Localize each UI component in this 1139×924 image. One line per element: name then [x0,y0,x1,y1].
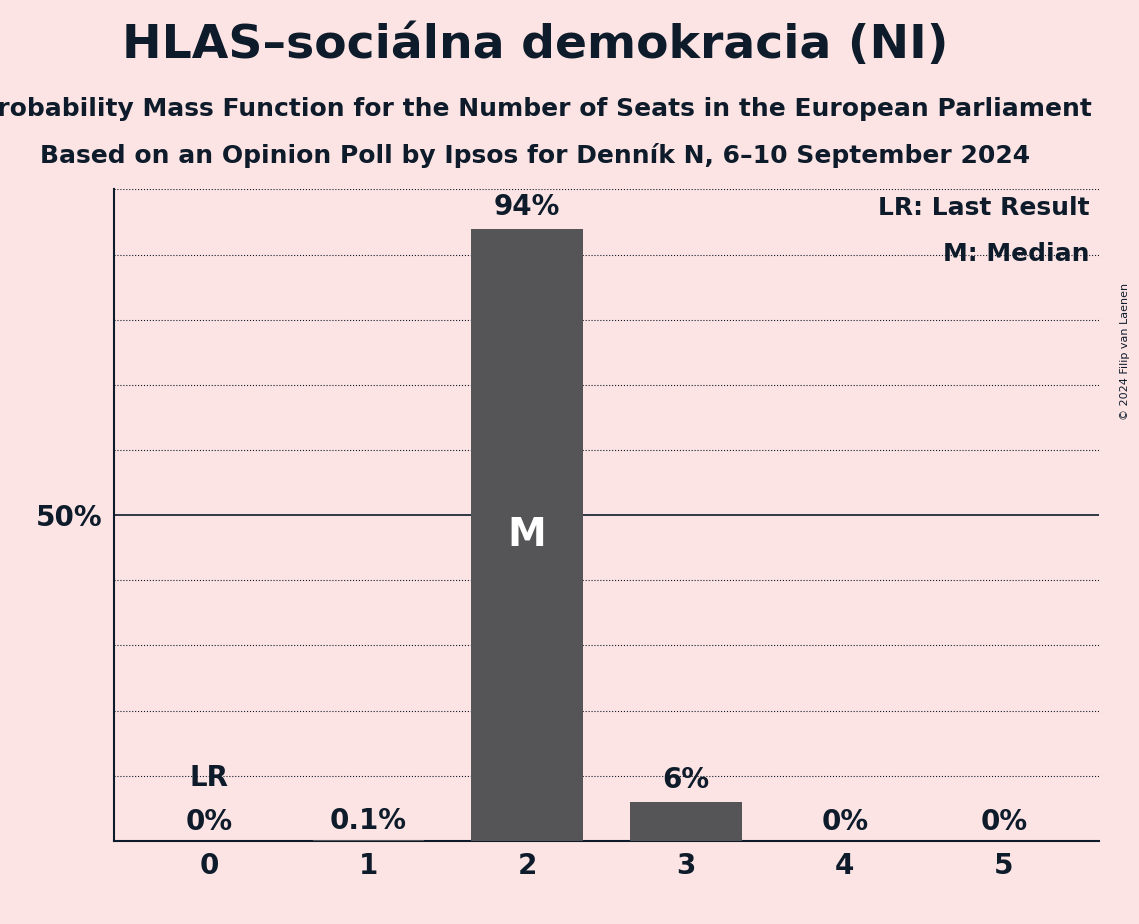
Text: © 2024 Filip van Laenen: © 2024 Filip van Laenen [1121,283,1130,419]
Text: 94%: 94% [494,193,560,221]
Text: 0%: 0% [821,808,868,835]
Text: 0%: 0% [981,808,1027,835]
Text: Based on an Opinion Poll by Ipsos for Denník N, 6–10 September 2024: Based on an Opinion Poll by Ipsos for De… [40,143,1031,168]
Text: 6%: 6% [663,766,710,794]
Bar [630,802,741,841]
Text: 0.1%: 0.1% [329,807,407,835]
Bar [472,228,583,841]
Text: HLAS–sociálna demokracia (NI): HLAS–sociálna demokracia (NI) [122,23,949,68]
Text: M: M [508,516,547,553]
Text: 0%: 0% [186,808,232,835]
Text: Probability Mass Function for the Number of Seats in the European Parliament: Probability Mass Function for the Number… [0,97,1092,121]
Text: LR: Last Result: LR: Last Result [878,196,1089,220]
Text: M: Median: M: Median [943,241,1089,265]
Text: LR: LR [190,764,229,792]
